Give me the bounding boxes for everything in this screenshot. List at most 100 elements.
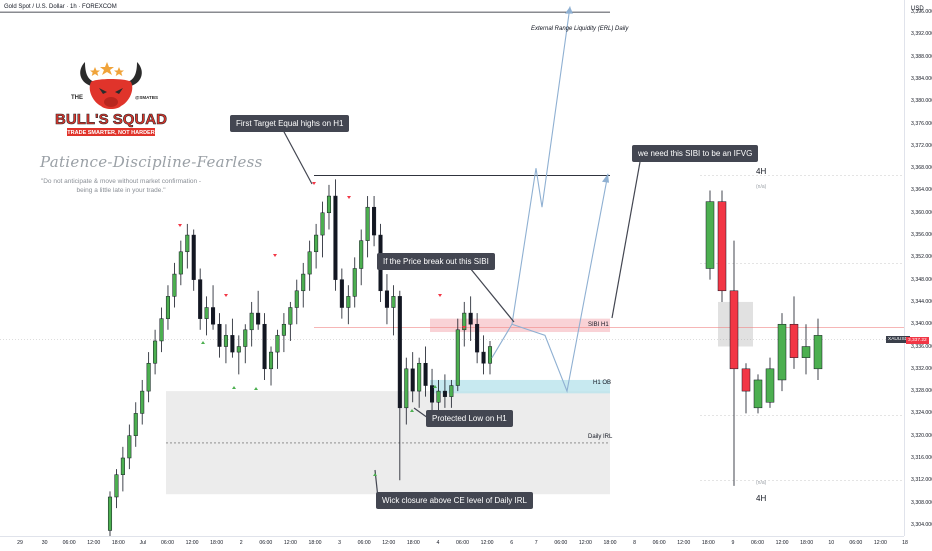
h1-candle	[449, 385, 454, 397]
price-tick-label: 3,376.000	[911, 120, 932, 127]
price-tick-label: 3,352.000	[911, 254, 932, 261]
h1-candle	[307, 251, 312, 275]
swing-low-marker	[201, 341, 205, 344]
h1-candle	[397, 296, 402, 409]
h1-candle	[223, 335, 228, 347]
price-tick-label: 3,348.000	[911, 276, 932, 283]
price-tick-label: 3,324.000	[911, 410, 932, 417]
projected-path-alt	[511, 173, 609, 394]
time-tick-label: 12:00	[578, 540, 592, 546]
h4-candle	[765, 368, 775, 403]
projected-path-bull	[491, 6, 571, 358]
currency-label: USD	[911, 6, 924, 12]
price-chart[interactable]	[0, 0, 904, 536]
brand-note: "Do not anticipate & move without market…	[36, 177, 206, 195]
h1-candle	[153, 340, 158, 364]
time-axis[interactable]: 29 30 06:00 12:00 18:00 Jul 06:00 12:00 18:00 2 06…	[0, 536, 908, 551]
price-tick-label: 3,344.000	[911, 298, 932, 305]
h1-candle	[455, 329, 460, 386]
h1-candle	[301, 273, 306, 292]
time-tick-label: 18:00	[800, 540, 814, 546]
time-tick-label: Jul	[139, 540, 147, 546]
price-tick-label: 3,356.000	[911, 232, 932, 239]
h1-candle	[256, 312, 261, 325]
h1-candle	[288, 307, 293, 325]
h1-candle	[423, 362, 428, 386]
h1-candle	[127, 435, 132, 459]
h4-candle	[813, 335, 823, 370]
swing-high-marker	[312, 182, 316, 185]
swing-low-marker	[410, 409, 414, 412]
time-tick-label: 29	[17, 540, 23, 546]
h1-candle	[178, 251, 183, 275]
price-tick-label: 3,340.000	[911, 321, 932, 328]
na-label-top: (n/a)	[756, 184, 767, 190]
projected-path-alt-arrow	[602, 173, 609, 183]
svg-text:BULL'S SQUAD: BULL'S SQUAD	[55, 111, 167, 128]
h4-candle	[729, 290, 739, 370]
time-tick-label: 18:00	[603, 540, 617, 546]
brand-note-line2: being a little late in your trade."	[76, 187, 166, 194]
time-tick-label: 6	[510, 540, 514, 546]
h1-candle	[462, 312, 467, 331]
time-tick-label: 06:00	[751, 540, 764, 546]
h4-candle	[717, 201, 727, 292]
time-tick-label: 18:00	[308, 540, 322, 546]
time-tick-label: 7	[534, 540, 538, 546]
h1-candle	[262, 323, 267, 370]
time-tick-label: 12:00	[873, 540, 887, 546]
swing-high-marker	[178, 224, 182, 227]
callout-price-break: If the Price break out this SIBI	[377, 253, 495, 270]
h1-candle	[365, 206, 370, 241]
price-tick-label: 3,396.000	[911, 9, 932, 16]
current-price-tag: 3,337.22	[906, 337, 929, 344]
h4-candle	[789, 323, 799, 358]
h4-candle	[753, 379, 763, 409]
h1-candle	[268, 351, 274, 370]
projected-path-arrow	[565, 6, 573, 14]
time-tick-label: 30	[41, 540, 48, 546]
callout-wick-closure: Wick closure above CE level of Daily IRL	[376, 492, 533, 509]
h1-ob-zone	[430, 379, 610, 394]
pointer-need-sibi	[611, 161, 641, 319]
h1-candle	[442, 390, 447, 397]
time-tick-label: 06:00	[849, 540, 863, 546]
h1-candle	[165, 296, 170, 319]
callout-protected-low: Protected Low on H1	[426, 410, 513, 427]
price-tick-label: 3,336.000	[911, 343, 932, 350]
time-tick-label: 18:00	[111, 540, 125, 546]
brand-note-line1: "Do not anticipate & move without market…	[40, 178, 202, 185]
swing-low-marker	[373, 473, 377, 476]
price-axis[interactable]: USD 3,304.000 3,308.000 3,312.000 3,316.000…	[904, 0, 932, 536]
swing-low-marker	[254, 387, 258, 390]
h1-candle	[230, 335, 235, 353]
price-tick-label: 3,384.000	[911, 76, 932, 83]
h1-candle	[352, 268, 357, 297]
time-tick-label: 3	[338, 540, 342, 546]
time-tick-label: 2	[239, 540, 243, 546]
time-tick-label: 18:00	[406, 540, 420, 546]
price-tick-label: 3,312.000	[911, 477, 932, 484]
h1-candle	[481, 351, 486, 364]
h1-candle	[346, 296, 351, 308]
sibi-zone	[430, 318, 610, 333]
svg-text:TRADE SMARTER, NOT HARDER: TRADE SMARTER, NOT HARDER	[67, 130, 154, 136]
time-tick-label: 06:00	[554, 540, 568, 546]
h1-candle	[320, 212, 325, 236]
time-tick-label: 06:00	[456, 540, 469, 546]
h1-candle	[146, 362, 151, 392]
price-tick-label: 3,304.000	[911, 521, 932, 528]
time-tick-label: 12:00	[185, 540, 199, 546]
chart-title: Gold Spot / U.S. Dollar · 1h · FOREXCOM	[4, 4, 117, 10]
price-tick-label: 3,372.000	[911, 142, 932, 149]
h1-candle	[114, 474, 119, 498]
h1-candle	[120, 457, 125, 475]
h1-candle	[436, 390, 441, 403]
price-tick-label: 3,328.000	[911, 388, 932, 395]
callout-first-target: First Target Equal highs on H1	[230, 115, 350, 132]
h1-candle	[140, 390, 145, 414]
h1-candle	[159, 318, 164, 342]
time-tick-label: 9	[731, 540, 735, 546]
swing-low-marker	[232, 386, 236, 389]
h1-candle	[384, 290, 389, 308]
